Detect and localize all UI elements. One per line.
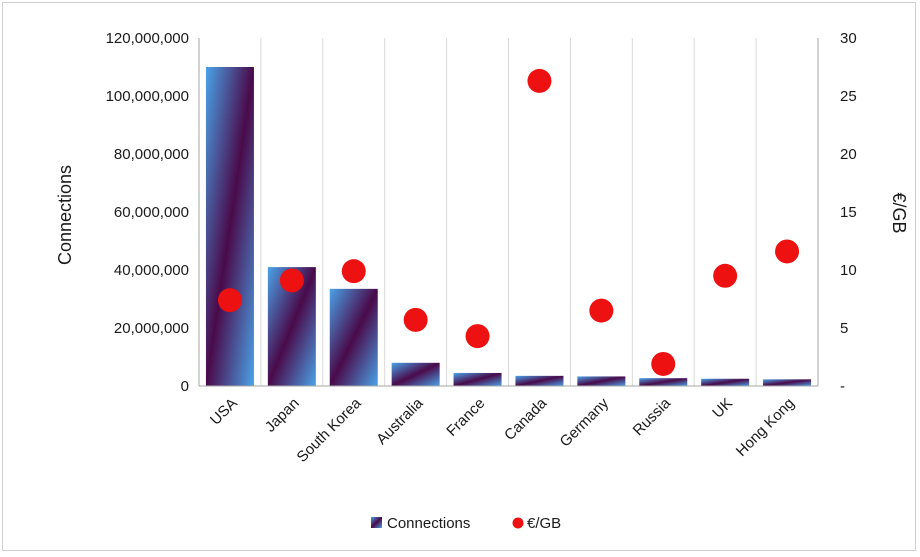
left-tick-label: 100,000,000	[106, 88, 189, 105]
dot-canada	[527, 68, 552, 93]
dot-germany	[589, 298, 614, 323]
bar-south-korea	[329, 288, 378, 386]
category-label: USA	[207, 395, 241, 429]
category-label: Australia	[373, 394, 427, 448]
right-tick-label: 5	[840, 320, 848, 337]
left-axis-ticks: 0 20,000,000 40,000,000 60,000,000 80,000,00…	[106, 30, 189, 395]
category-label: Hong Kong	[733, 395, 798, 460]
bar-uk	[701, 378, 750, 386]
bar-canada	[515, 375, 564, 386]
right-tick-label: 30	[840, 30, 857, 47]
bar-france	[453, 372, 502, 386]
left-tick-label: 40,000,000	[114, 262, 189, 279]
category-label: Canada	[501, 394, 551, 444]
category-label: Russia	[630, 394, 675, 439]
right-tick-label: 15	[840, 204, 857, 221]
dot-japan	[279, 268, 304, 293]
right-tick-label: 20	[840, 146, 857, 163]
legend-label-connections: Connections	[387, 515, 470, 532]
left-tick-label: 120,000,000	[106, 30, 189, 47]
category-label: Germany	[557, 394, 613, 450]
category-label: France	[443, 395, 488, 440]
bar-hong-kong	[763, 379, 812, 386]
left-tick-label: 60,000,000	[114, 204, 189, 221]
dot-australia	[403, 307, 428, 332]
legend-swatch-price	[512, 517, 524, 529]
dot-south-korea	[341, 259, 366, 284]
legend-swatch-connections	[371, 517, 382, 528]
category-label: UK	[709, 395, 736, 422]
bar-germany	[577, 376, 626, 386]
legend-label-price: €/GB	[527, 515, 561, 532]
axes	[198, 38, 819, 387]
combo-chart: 0 20,000,000 40,000,000 60,000,000 80,000,00…	[55, 30, 909, 532]
right-tick-label: 25	[840, 88, 857, 105]
dot-russia	[651, 351, 676, 376]
left-tick-label: 80,000,000	[114, 146, 189, 163]
dot-usa	[217, 288, 242, 313]
dot-hong-kong	[775, 239, 800, 264]
connections-bars	[205, 67, 812, 386]
chart-frame: 0 20,000,000 40,000,000 60,000,000 80,000,00…	[2, 2, 916, 551]
dot-france	[465, 324, 490, 349]
right-tick-label: -	[840, 378, 845, 395]
right-tick-label: 10	[840, 262, 857, 279]
left-tick-label: 20,000,000	[114, 320, 189, 337]
right-axis-ticks: - 5 10 15 20 25 30	[840, 30, 857, 395]
right-axis-title: €/GB	[889, 192, 909, 233]
category-label: Japan	[262, 395, 303, 436]
price-dots	[217, 68, 800, 376]
left-axis-title: Connections	[55, 165, 75, 265]
bar-australia	[391, 362, 440, 386]
legend: Connections €/GB	[371, 515, 561, 532]
bar-russia	[639, 378, 688, 386]
left-tick-label: 0	[181, 378, 189, 395]
bar-usa	[205, 67, 254, 386]
dot-uk	[713, 263, 738, 288]
category-label: South Korea	[294, 394, 365, 465]
